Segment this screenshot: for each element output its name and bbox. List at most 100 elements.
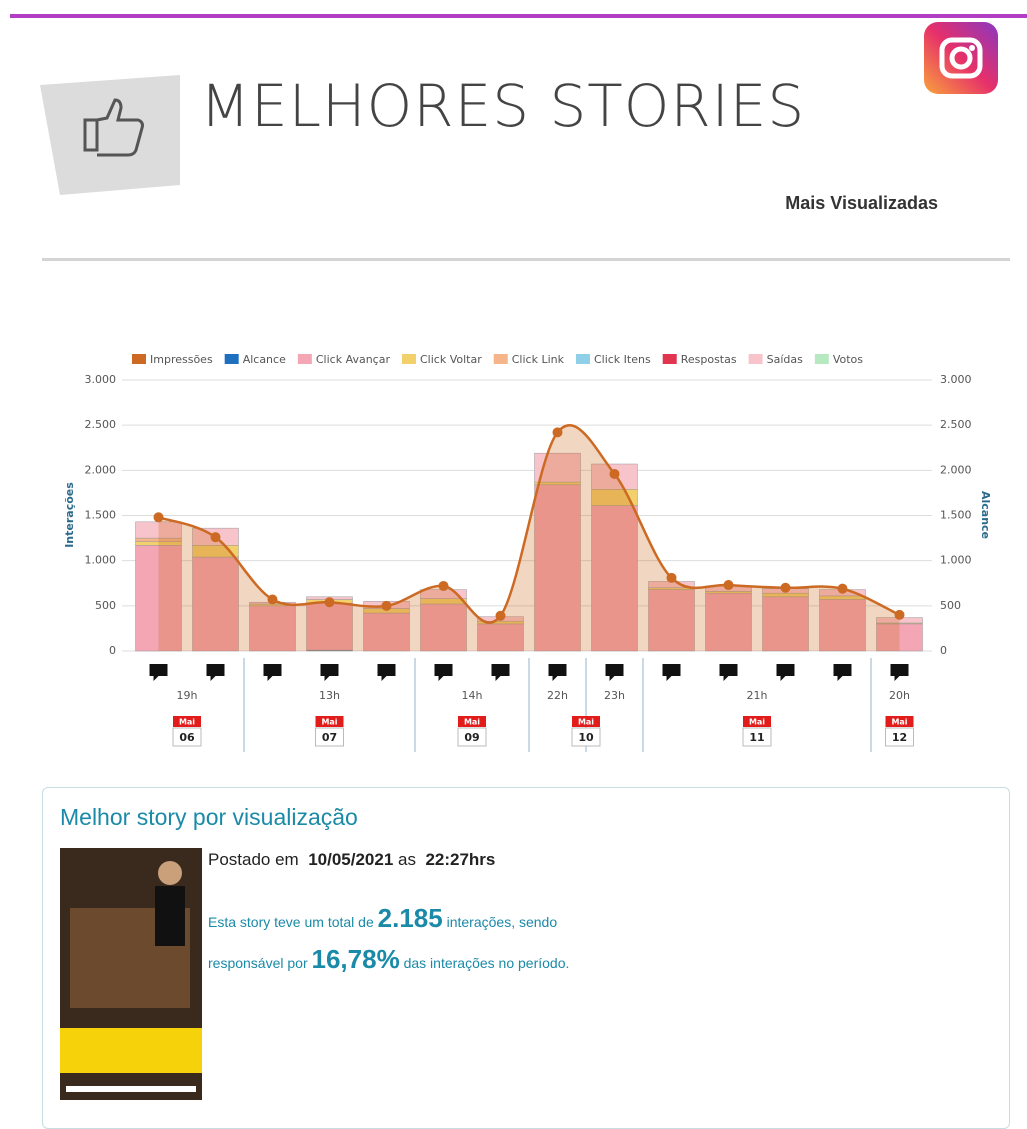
story-icon <box>491 664 510 681</box>
y2-tick-label: 500 <box>940 599 961 612</box>
y-tick-label: 3.000 <box>85 373 117 386</box>
y2-tick-label: 2.000 <box>940 463 972 476</box>
point <box>267 594 278 605</box>
legend-label: Click Voltar <box>420 353 482 366</box>
day-box <box>885 727 914 747</box>
line <box>158 424 901 624</box>
y-tick-label: 2.500 <box>85 418 117 431</box>
y-axis-label: Interações <box>63 482 76 548</box>
legend-swatch <box>575 354 590 364</box>
legend-label: Click Avançar <box>316 353 391 366</box>
month-badge <box>743 716 771 727</box>
point <box>666 572 677 583</box>
best-story-card: Melhor story por visualização Postado em… <box>42 787 1010 1129</box>
story-icon <box>833 664 852 681</box>
y2-tick-label: 1.500 <box>940 509 972 522</box>
legend-label: Impressões <box>150 353 213 366</box>
day-label: 07 <box>322 731 337 744</box>
bar-segment <box>762 596 809 652</box>
point <box>552 427 563 438</box>
area <box>158 425 900 651</box>
hour-label: 14h <box>462 689 483 702</box>
month-badge <box>572 716 600 727</box>
y2-tick-label: 3.000 <box>940 373 972 386</box>
story-icon <box>776 664 795 681</box>
bar-segment <box>420 603 467 652</box>
legend-label: Click Itens <box>594 353 651 366</box>
day-label: 12 <box>892 731 907 744</box>
point <box>894 609 905 620</box>
hour-label: 22h <box>547 689 568 702</box>
bar-segment <box>477 623 524 652</box>
like-icon <box>40 75 180 195</box>
summary: Esta story teve um total de 2.185 intera… <box>208 900 569 982</box>
month-badge <box>315 716 344 727</box>
day-label: 06 <box>179 731 195 744</box>
hour-label: 13h <box>319 689 340 702</box>
legend-label: Alcance <box>243 353 286 366</box>
bar-segment <box>192 556 239 652</box>
page-title: MELHORES STORIES <box>200 72 806 140</box>
posted-as: as <box>398 850 416 869</box>
bar-segment <box>306 602 353 651</box>
legend-swatch <box>748 354 763 364</box>
chart: Interações Alcance 0 500 1.000 1.500 2.000 2.… <box>63 353 992 752</box>
month-label: Mai <box>749 718 765 727</box>
subtitle: Mais Visualizadas <box>785 193 938 213</box>
instagram-icon <box>924 22 998 94</box>
day-label: 09 <box>464 731 479 744</box>
point <box>495 610 506 621</box>
y-tick-label: 1.000 <box>85 554 117 567</box>
legend-swatch <box>224 354 239 364</box>
posted-time: 22:27hrs <box>425 850 496 869</box>
y-tick-label: 0 <box>109 644 116 657</box>
hour-label: 19h <box>177 689 198 702</box>
month-badge <box>458 716 486 727</box>
y2-tick-label: 0 <box>940 644 947 657</box>
bar-segment <box>648 589 695 652</box>
interactions-total: 2.185 <box>377 903 443 933</box>
legend-swatch <box>401 354 416 364</box>
bar-segment <box>135 545 182 652</box>
hour-label: 21h <box>747 689 768 702</box>
point <box>153 512 164 523</box>
story-icon <box>719 664 738 681</box>
bar-segment <box>705 592 752 652</box>
bar-segment <box>876 623 923 652</box>
month-label: Mai <box>464 718 480 727</box>
legend-swatch <box>297 354 312 364</box>
bar-segment <box>249 605 296 652</box>
story-icon <box>662 664 681 681</box>
day-label: 10 <box>578 731 594 744</box>
month-label: Mai <box>179 718 195 727</box>
point <box>780 582 791 593</box>
legend-label: Click Link <box>512 353 565 366</box>
summary-text: das interações no período. <box>403 955 570 971</box>
story-icon <box>605 664 624 681</box>
card-title: Melhor story por visualização <box>60 804 358 830</box>
summary-text: responsável por <box>208 955 308 971</box>
posted-line: Postado em 10/05/2021 as 22:27hrs <box>208 850 495 870</box>
story-icon <box>263 664 282 681</box>
point <box>381 600 392 611</box>
point <box>837 583 848 594</box>
hour-label: 23h <box>604 689 625 702</box>
point <box>609 468 620 479</box>
y2-tick-label: 1.000 <box>940 554 972 567</box>
y-tick-label: 1.500 <box>85 509 117 522</box>
day-label: 11 <box>749 731 764 744</box>
legend-label: Votos <box>833 353 863 366</box>
interactions-share: 16,78% <box>311 944 400 974</box>
day-box <box>315 727 344 747</box>
story-icon <box>206 664 225 681</box>
hour-label: 20h <box>889 689 910 702</box>
story-icon <box>548 664 567 681</box>
day-box <box>457 727 487 747</box>
legend-label: Respostas <box>681 353 737 366</box>
legend-label: Saídas <box>767 353 804 366</box>
month-label: Mai <box>578 718 594 727</box>
story-icon <box>320 664 339 681</box>
story-icon <box>434 664 453 681</box>
legend-swatch <box>493 354 508 364</box>
point <box>438 580 449 591</box>
